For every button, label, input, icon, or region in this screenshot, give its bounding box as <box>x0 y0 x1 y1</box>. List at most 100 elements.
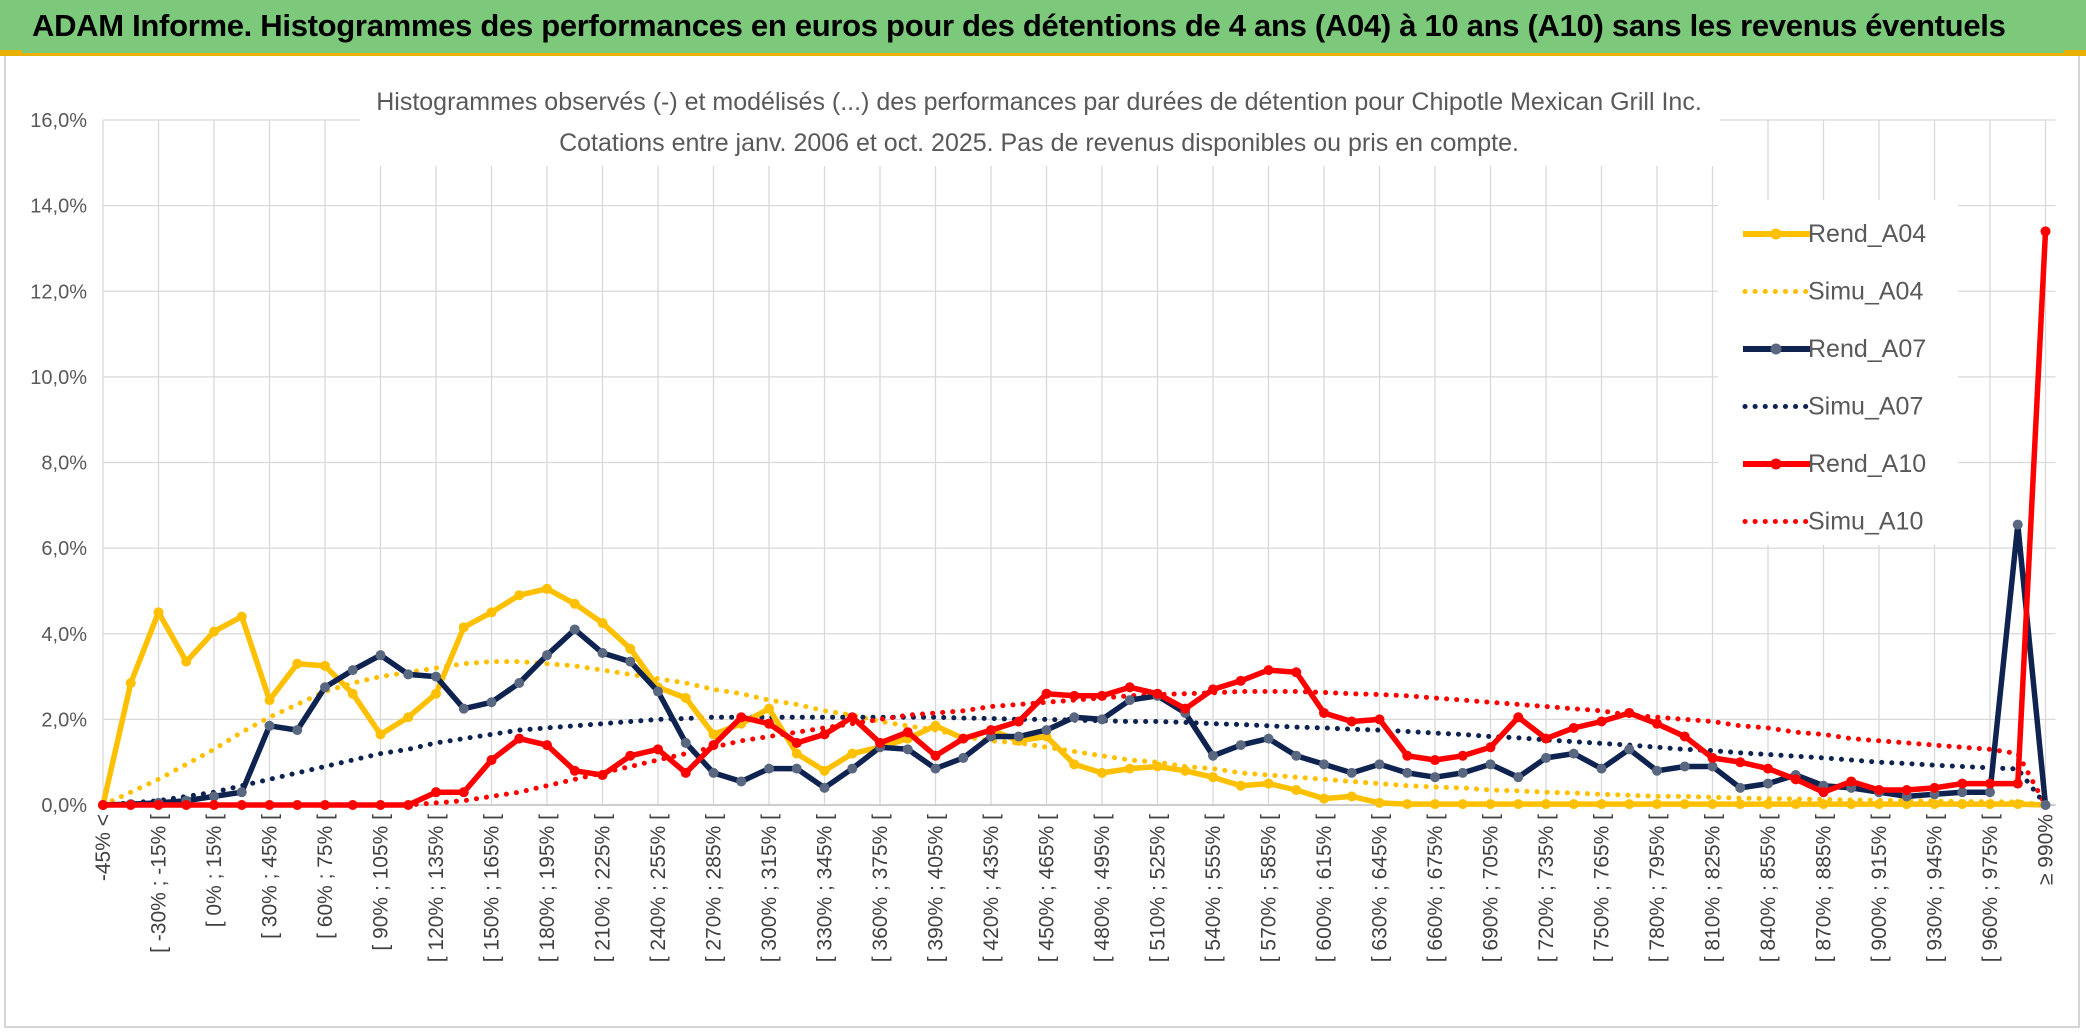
series-rend-a10 <box>98 226 2051 810</box>
data-point <box>1263 733 1274 744</box>
data-point <box>1013 731 1024 742</box>
data-point <box>1818 799 1829 810</box>
y-tick-label: 2,0% <box>41 709 87 731</box>
data-point <box>209 791 219 802</box>
data-point <box>209 626 219 637</box>
data-point <box>264 800 275 810</box>
data-point <box>1485 742 1496 753</box>
data-point <box>1346 767 1357 778</box>
data-point <box>181 656 192 667</box>
data-point <box>1013 716 1024 727</box>
data-point <box>1929 782 1940 793</box>
x-tick-label: [ 690% ; 705% [ <box>1480 814 1503 962</box>
data-point <box>791 763 802 774</box>
data-point <box>375 800 386 810</box>
data-point <box>320 800 330 810</box>
data-point <box>930 720 941 731</box>
data-point <box>1763 778 1773 789</box>
data-point <box>847 748 858 759</box>
data-point <box>708 740 719 751</box>
data-point <box>514 590 525 601</box>
data-point <box>347 688 358 699</box>
data-point <box>1679 731 1690 742</box>
data-point <box>542 583 552 594</box>
legend-box <box>1718 200 1958 545</box>
data-point <box>514 733 525 744</box>
data-point <box>431 671 441 682</box>
data-point <box>819 765 830 776</box>
header-banner: ADAM Informe. Histogrammes des performan… <box>0 0 2086 56</box>
data-point <box>1208 684 1218 695</box>
data-point <box>1763 799 1773 810</box>
data-point <box>458 703 469 714</box>
y-tick-label: 10,0% <box>30 367 87 389</box>
data-point <box>292 725 303 736</box>
data-point <box>1319 759 1329 770</box>
data-point <box>1097 714 1107 725</box>
data-point <box>653 686 663 697</box>
data-point <box>653 744 663 755</box>
data-point <box>1652 765 1662 776</box>
data-point <box>930 750 941 761</box>
data-point <box>292 658 303 669</box>
data-point <box>347 665 358 676</box>
data-point <box>736 712 747 723</box>
data-point <box>1929 799 1940 810</box>
data-point <box>1541 752 1551 763</box>
x-tick-label: [ 60% ; 75% [ <box>314 814 337 939</box>
data-point <box>1957 799 1968 810</box>
data-point <box>1041 688 1052 699</box>
data-point <box>597 770 608 781</box>
x-tick-label: [ 120% ; 135% [ <box>425 814 448 962</box>
data-point <box>209 800 219 810</box>
x-tick-label: [ 150% ; 165% [ <box>481 814 504 962</box>
data-point <box>1652 799 1662 810</box>
x-tick-label: [ 330% ; 345% [ <box>814 814 837 962</box>
data-point <box>875 737 885 748</box>
corner-accent-right <box>2064 50 2086 55</box>
data-point <box>264 720 275 731</box>
data-point <box>403 800 414 810</box>
data-point <box>1430 755 1440 766</box>
data-point <box>708 729 719 740</box>
x-tick-label: [ 90% ; 105% [ <box>370 814 393 951</box>
data-point <box>1291 785 1302 796</box>
data-point <box>320 682 330 693</box>
x-tick-label: [ 840% ; 855% [ <box>1757 814 1780 962</box>
x-tick-label: [ 600% ; 615% [ <box>1313 814 1336 962</box>
data-point <box>1041 725 1052 736</box>
data-point <box>486 755 497 766</box>
x-tick-label: [ 30% ; 45% [ <box>259 814 282 939</box>
title-backdrop <box>360 80 1720 166</box>
data-point <box>1457 750 1468 761</box>
series-line <box>100 659 2048 808</box>
x-tick-label: [ 420% ; 435% [ <box>980 814 1003 962</box>
y-tick-label: 0,0% <box>41 795 87 817</box>
data-point <box>375 650 386 661</box>
legend-label: Rend_A07 <box>1808 335 1926 363</box>
data-point <box>1430 799 1440 810</box>
data-point <box>680 737 691 748</box>
legend-marker <box>1770 343 1782 355</box>
data-point <box>597 618 608 629</box>
data-point <box>1735 782 1746 793</box>
data-point <box>431 787 441 798</box>
data-point <box>902 727 913 738</box>
data-point <box>375 729 386 740</box>
x-tick-label: [ 210% ; 225% [ <box>592 814 615 962</box>
data-point <box>930 763 941 774</box>
data-point <box>2012 799 2023 810</box>
chart-title-block: Histogrammes observés (-) et modélisés (… <box>360 80 1720 166</box>
data-point <box>1679 761 1690 772</box>
x-tick-label: [ 930% ; 945% [ <box>1924 814 1947 962</box>
data-point <box>1624 799 1635 810</box>
x-tick-label: [ 270% ; 285% [ <box>703 814 726 962</box>
data-point <box>680 692 691 703</box>
x-tick-label: [ -30% ; -15% [ <box>148 814 171 953</box>
data-point <box>1707 799 1718 810</box>
data-point <box>1901 799 1912 810</box>
data-point <box>264 695 275 706</box>
data-point <box>1901 785 1912 796</box>
data-point <box>181 800 192 810</box>
data-point <box>1235 675 1246 686</box>
